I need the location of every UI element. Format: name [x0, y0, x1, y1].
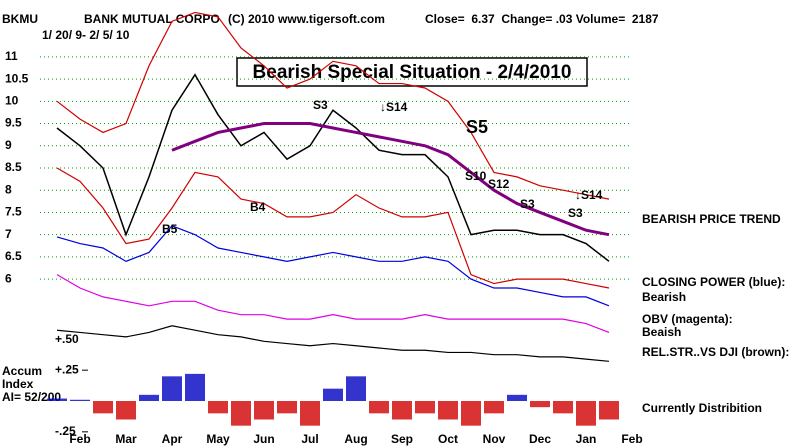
accum-bar — [47, 398, 67, 401]
x-tick-label: May — [206, 432, 230, 446]
y-tick-label: 10.5 — [5, 71, 29, 85]
signal-label: B4 — [250, 200, 266, 214]
accum-bar — [461, 401, 481, 426]
accum-bar — [576, 401, 596, 426]
signal-label: S3 — [568, 206, 583, 220]
x-tick-label: Mar — [115, 432, 137, 446]
x-tick-label: Sep — [391, 432, 413, 446]
signal-label: S12 — [488, 177, 510, 191]
series-line — [56, 167, 610, 289]
signal-label: B5 — [162, 222, 178, 236]
accum-bar — [93, 401, 113, 414]
y-tick-label: 10 — [5, 94, 19, 108]
accum-bar — [530, 401, 550, 408]
x-tick-label: Jan — [576, 432, 597, 446]
accum-bar — [185, 373, 205, 401]
accum-tick-label: -.25 — [55, 424, 76, 438]
accum-bar — [553, 401, 573, 414]
accum-bar — [116, 401, 136, 420]
side-label: OBV (magenta): — [642, 312, 733, 326]
y-tick-label: 6.5 — [5, 249, 22, 263]
series-line — [56, 325, 610, 362]
accum-label: Index — [2, 377, 34, 391]
signal-label: S10 — [465, 169, 487, 183]
y-tick-label: 11 — [5, 49, 18, 63]
x-tick-label: Aug — [344, 432, 367, 446]
y-tick-label: 6 — [5, 271, 12, 285]
y-tick-label: 8.5 — [5, 160, 22, 174]
accum-bar — [139, 394, 159, 401]
accum-bar — [346, 376, 366, 401]
accum-bar — [254, 401, 274, 420]
y-tick-label: 9 — [5, 138, 12, 152]
x-tick-label: Jun — [253, 432, 274, 446]
side-label: Currently Distribition — [642, 401, 762, 415]
y-tick-label: 9.5 — [5, 116, 22, 130]
accum-bar — [369, 401, 389, 414]
quote: Close= 6.37 Change= .03 Volume= 2187 — [425, 12, 659, 26]
accum-bar — [415, 401, 435, 414]
accum-bar — [507, 394, 527, 401]
y-tick-label: 8 — [5, 182, 12, 196]
accum-bar — [277, 401, 297, 414]
series-line — [56, 274, 610, 334]
company: BANK MUTUAL CORPO — [84, 12, 220, 26]
accum-bar — [599, 401, 619, 420]
signal-label: S5 — [466, 117, 488, 137]
series-line — [171, 122, 610, 237]
signal-label: S3 — [520, 197, 535, 211]
x-tick-label: Feb — [69, 432, 90, 446]
x-tick-label: Jul — [301, 432, 318, 446]
x-tick-label: Apr — [162, 432, 183, 446]
accum-bar — [208, 401, 228, 414]
x-tick-label: Feb — [621, 432, 642, 446]
side-label: BEARISH PRICE TREND — [642, 212, 781, 226]
title-box — [236, 57, 588, 87]
accum-tick-label: +.25 — [55, 362, 79, 376]
chart-title: Bearish Special Situation - 2/4/2010 — [253, 62, 572, 83]
y-tick-label: 7.5 — [5, 205, 22, 219]
x-tick-label: Dec — [529, 432, 551, 446]
accum-bar — [231, 401, 251, 426]
signal-label: S3 — [313, 98, 328, 112]
series-line — [56, 225, 610, 307]
accum-bar — [392, 401, 412, 420]
side-label: REL.STR..VS DJI (brown): — [642, 345, 789, 359]
rel-str-label: +.50 — [55, 332, 79, 346]
series-line — [56, 11, 610, 200]
side-label: CLOSING POWER (blue): — [642, 275, 785, 289]
series-line — [56, 73, 610, 262]
y-tick-label: 7 — [5, 227, 12, 241]
accum-bar — [323, 388, 343, 401]
accum-bar — [300, 401, 320, 426]
x-tick-label: Oct — [438, 432, 458, 446]
side-label: Bearish — [642, 290, 686, 304]
date-range: 1/ 20/ 9- 2/ 5/ 10 — [42, 28, 130, 42]
accum-bar — [438, 401, 458, 420]
accum-label: AI= 52/200 — [2, 390, 61, 404]
symbol: BKMU — [2, 12, 38, 26]
x-tick-label: Nov — [483, 432, 506, 446]
signal-label: ↓S14 — [575, 188, 603, 202]
signal-label: ↓S14 — [380, 100, 408, 114]
accum-bar — [484, 401, 504, 414]
accum-bar — [70, 399, 90, 401]
side-label: Beaish — [642, 325, 681, 339]
accum-label: Accum — [2, 364, 42, 378]
source: (C) 2010 www.tigersoft.com — [228, 12, 385, 26]
accum-bar — [162, 376, 182, 401]
